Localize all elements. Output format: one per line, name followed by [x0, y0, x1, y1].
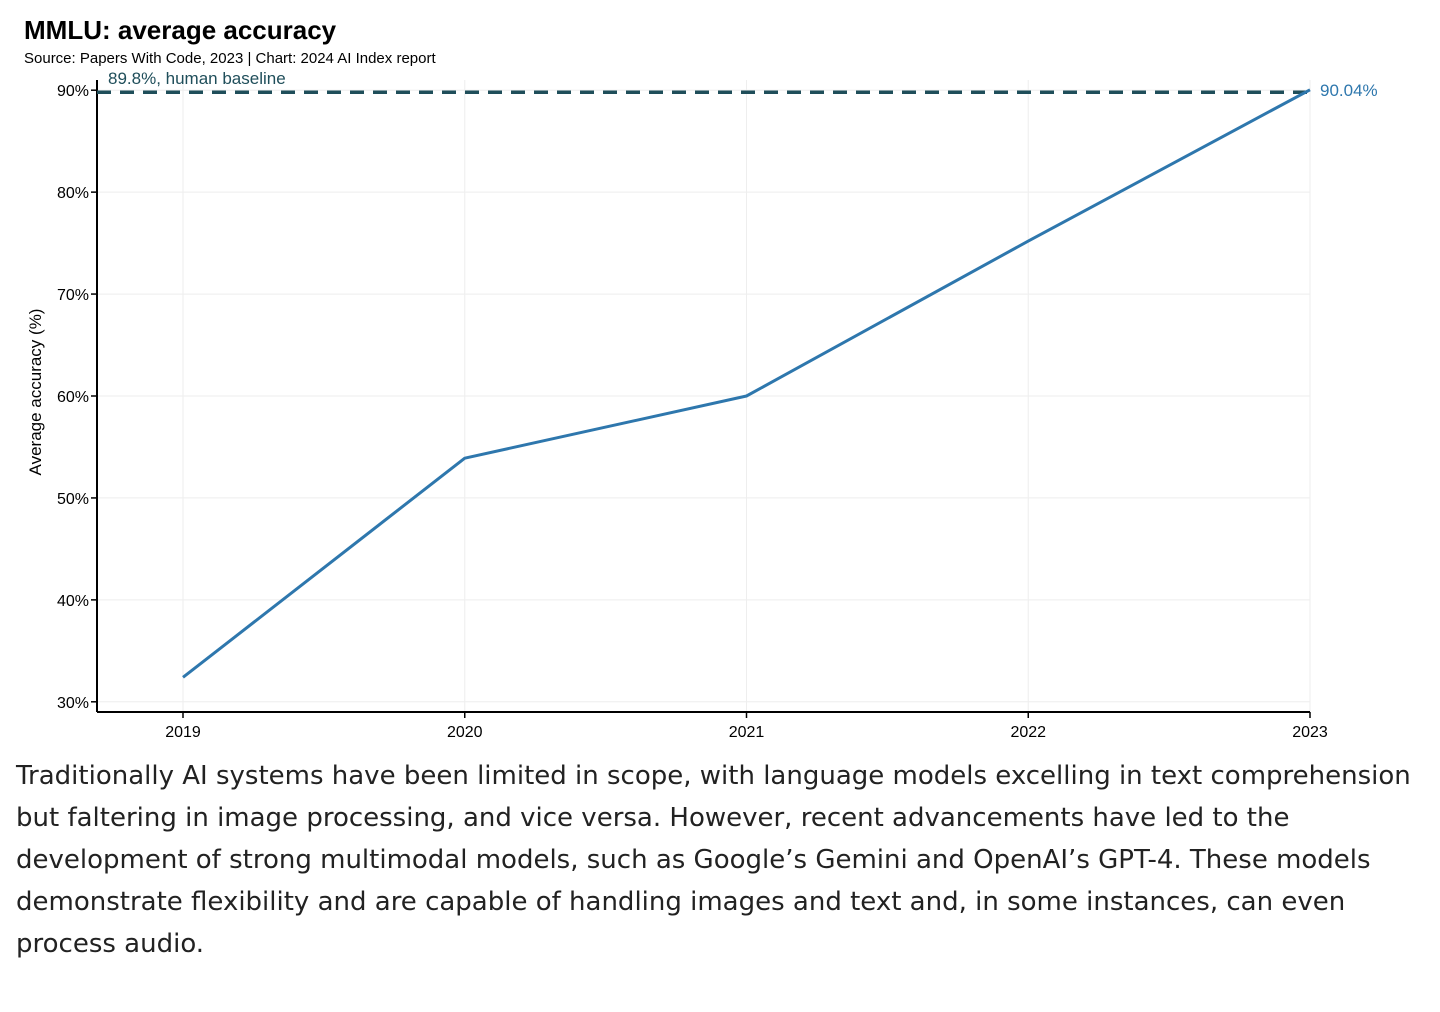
y-tick-label: 70% [57, 287, 89, 304]
x-tick-label: 2021 [729, 724, 765, 741]
x-tick-label: 2020 [447, 724, 483, 741]
human-baseline-label: 89.8%, human baseline [108, 69, 286, 88]
x-tick-label: 2022 [1010, 724, 1046, 741]
y-tick-label: 90% [57, 83, 89, 100]
y-tick-label: 40% [57, 593, 89, 610]
y-tick-label: 80% [57, 185, 89, 202]
y-tick-label: 30% [57, 695, 89, 712]
y-tick-label: 50% [57, 491, 89, 508]
line-chart: 30% 40% 50% 60% 70% 80% 90% 2019 2020 2021 2022 202… [26, 69, 1378, 741]
chart-subtitle: Source: Papers With Code, 2023 | Chart: … [24, 50, 436, 67]
y-tick-label: 60% [57, 389, 89, 406]
y-axis-label: Average accuracy (%) [26, 309, 45, 476]
body-paragraph: Traditionally AI systems have been limit… [16, 761, 1411, 959]
chart-title: MMLU: average accuracy [24, 15, 337, 45]
end-value-label: 90.04% [1320, 81, 1378, 100]
x-tick-label: 2023 [1292, 724, 1328, 741]
x-tick-label: 2019 [165, 724, 201, 741]
